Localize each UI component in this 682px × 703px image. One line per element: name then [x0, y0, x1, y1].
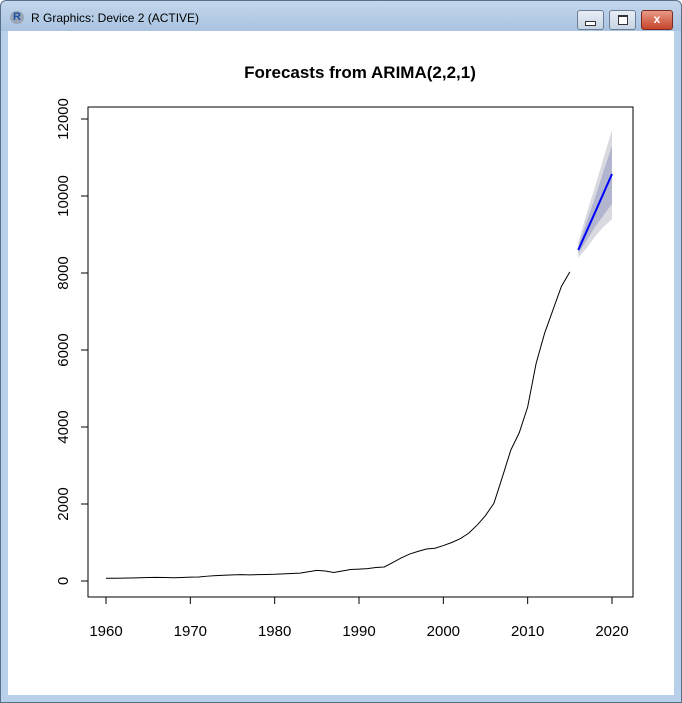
x-tick-label: 2020	[595, 623, 628, 640]
close-icon: x	[653, 12, 661, 26]
x-tick-label: 1970	[174, 623, 207, 640]
y-tick-label: 6000	[55, 333, 72, 366]
y-tick-label: 8000	[55, 256, 72, 289]
chart-title: Forecasts from ARIMA(2,2,1)	[244, 63, 476, 82]
close-button[interactable]: x	[641, 10, 673, 30]
maximize-button[interactable]	[609, 10, 636, 30]
plot-canvas	[8, 31, 674, 695]
y-tick-label: 12000	[55, 98, 72, 140]
title-bar[interactable]: R R Graphics: Device 2 (ACTIVE) x	[1, 1, 681, 31]
y-tick-label: 4000	[55, 410, 72, 443]
forecast-mean-line	[577, 173, 613, 251]
y-tick-label: 10000	[55, 175, 72, 217]
prediction-interval-80	[578, 145, 612, 254]
x-tick-label: 2010	[511, 623, 544, 640]
historical-series-line	[105, 271, 571, 579]
x-tick-label: 1960	[89, 623, 122, 640]
x-tick-label: 1990	[342, 623, 375, 640]
r-logo-icon: R	[10, 11, 24, 24]
window-title: R Graphics: Device 2 (ACTIVE)	[31, 11, 200, 25]
y-tick-label: 0	[55, 577, 72, 585]
x-tick-label: 1980	[258, 623, 291, 640]
minimize-button[interactable]	[577, 10, 604, 30]
x-tick-label: 2000	[427, 623, 460, 640]
y-tick-label: 2000	[55, 487, 72, 520]
plot-frame	[87, 106, 634, 598]
